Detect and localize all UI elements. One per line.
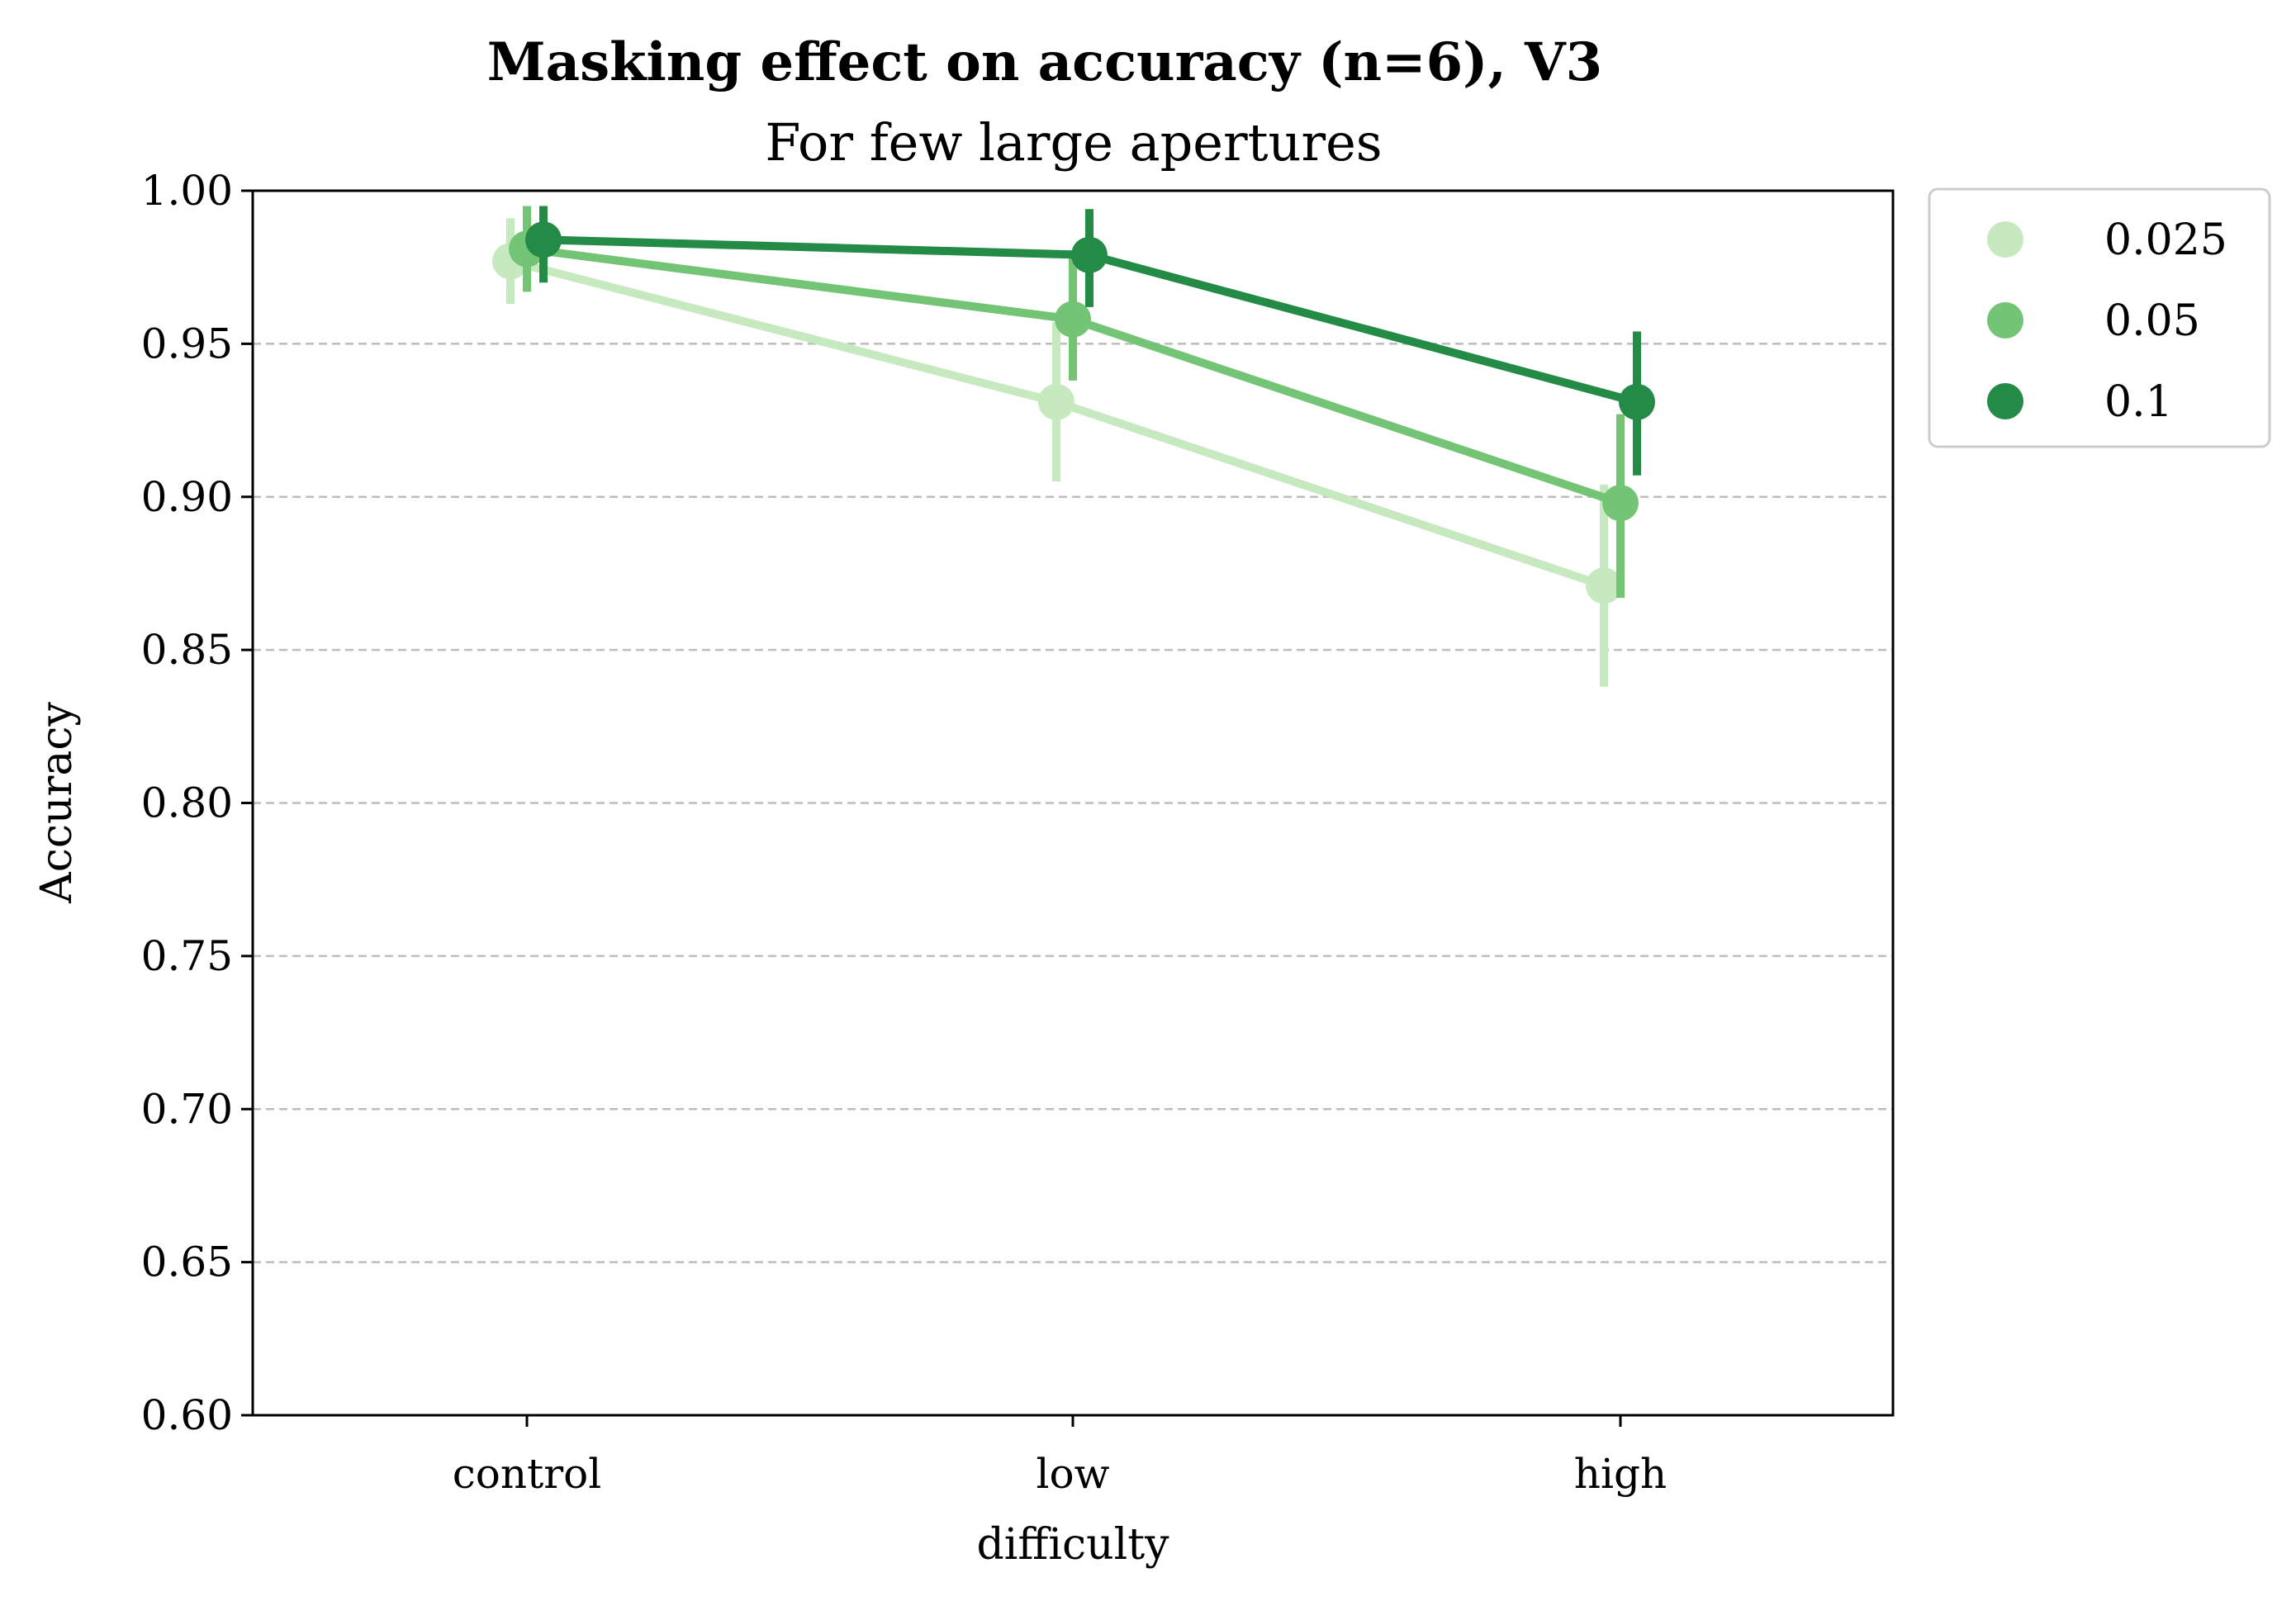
y-tick-label: 0.65 [141, 1239, 233, 1286]
data-point [1586, 567, 1622, 604]
data-point [1602, 485, 1639, 522]
series-0.1 [525, 206, 1655, 476]
series-0.025 [492, 218, 1622, 687]
y-tick-label: 0.70 [141, 1085, 233, 1133]
y-tick-label: 0.75 [141, 932, 233, 980]
x-tick-label: control [453, 1450, 601, 1498]
series-layer [492, 206, 1655, 687]
legend-marker [1987, 302, 2023, 339]
x-tick-label: low [1037, 1450, 1110, 1498]
series-0.05 [509, 206, 1639, 599]
data-point [1055, 301, 1091, 338]
y-tick-label: 0.80 [141, 779, 233, 827]
y-tick-label: 0.60 [141, 1391, 233, 1439]
grid-lines [253, 343, 1893, 1263]
y-tick-label: 0.85 [141, 626, 233, 674]
data-point [1038, 383, 1074, 420]
y-axis: 0.60 0.65 0.70 0.75 0.80 0.85 0.90 0.95 1.00 [141, 167, 253, 1439]
legend-label: 0.1 [2104, 377, 2173, 427]
x-tick-label: high [1574, 1450, 1667, 1498]
legend: 0.025 0.05 0.1 [1928, 187, 2271, 448]
y-tick-label: 0.90 [141, 473, 233, 521]
y-axis-label: Accuracy [32, 702, 82, 904]
chart-subtitle: For few large apertures [765, 112, 1382, 173]
x-axis: control low high [453, 1415, 1667, 1498]
legend-marker [1987, 383, 2023, 419]
x-axis-label: difficulty [976, 1520, 1169, 1570]
y-tick-label: 0.95 [141, 320, 233, 367]
data-point [525, 221, 562, 258]
legend-marker [1987, 221, 2023, 258]
y-tick-label: 1.00 [141, 167, 233, 215]
legend-label: 0.05 [2104, 296, 2200, 346]
legend-label: 0.025 [2104, 216, 2227, 265]
data-point [1619, 383, 1655, 420]
data-point [1071, 236, 1108, 273]
chart-title: Masking effect on accuracy (n=6), V3 [487, 31, 1602, 93]
